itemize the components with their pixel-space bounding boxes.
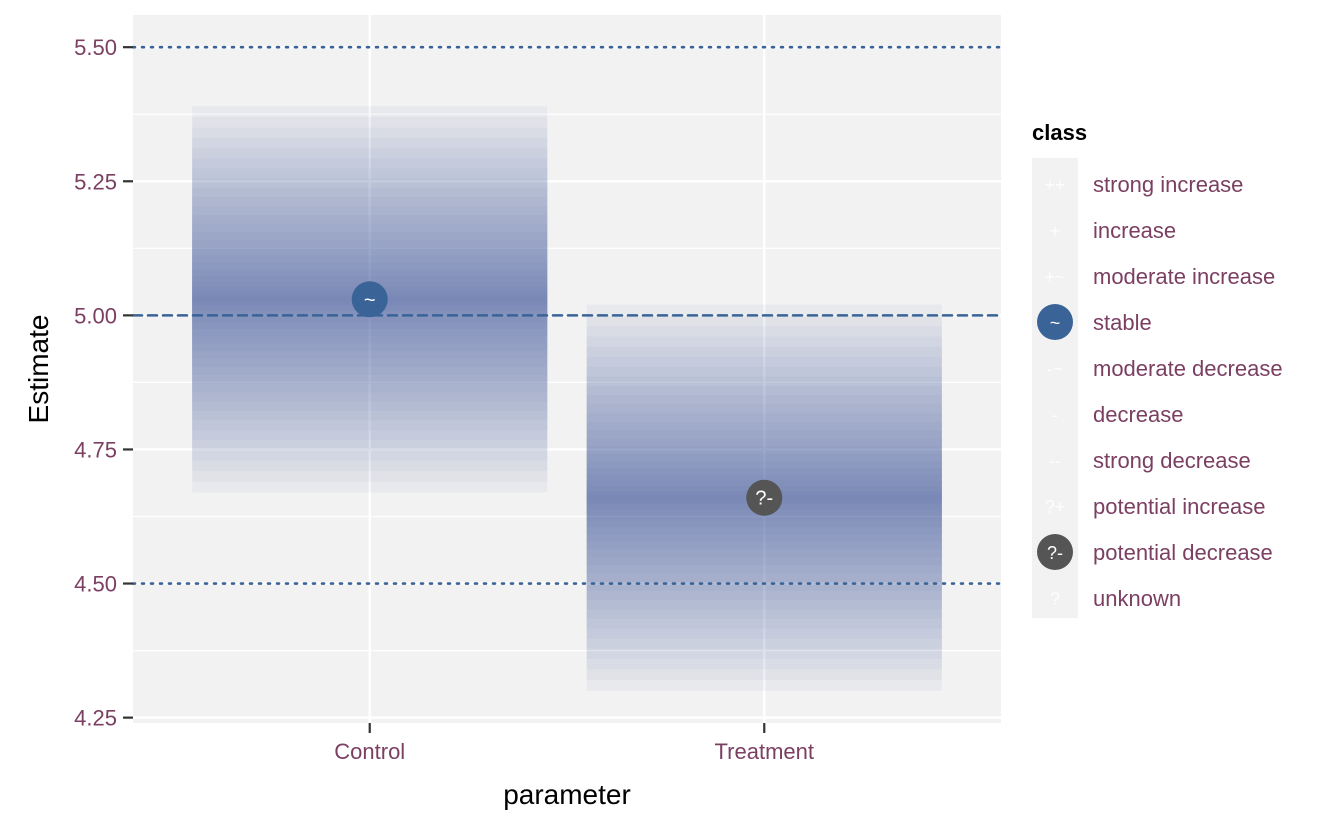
legend-key-point — [1037, 534, 1073, 570]
estimate-point-treatment — [746, 479, 783, 516]
y-axis: 4.25 4.50 4.75 5.00 5.25 5.50 — [74, 35, 133, 731]
x-axis-title: parameter — [503, 779, 631, 810]
legend-key-symbol: - — [1052, 405, 1058, 425]
legend-label: stable — [1093, 310, 1152, 335]
legend-label: strong decrease — [1093, 448, 1251, 473]
y-tick-label: 4.50 — [74, 572, 117, 597]
estimate-points: ~ ?- — [351, 281, 783, 516]
legend-key-symbol: -~ — [1047, 359, 1064, 379]
plot-panel — [133, 15, 1001, 723]
legend: class ++ strong increase + increase +~ modera… — [1032, 120, 1283, 618]
legend-key-symbol: ?- — [1047, 543, 1063, 563]
legend-label: unknown — [1093, 586, 1181, 611]
y-tick-label: 4.25 — [74, 706, 117, 731]
legend-entry: +~ moderate increase — [1044, 264, 1275, 289]
legend-label: strong increase — [1093, 172, 1243, 197]
legend-entry: + increase — [1050, 218, 1176, 243]
legend-key-symbol: ~ — [1050, 313, 1061, 333]
legend-label: moderate decrease — [1093, 356, 1283, 381]
legend-entries: ++ strong increase + increase +~ moderate inc… — [1037, 172, 1283, 611]
estimate-point-label: ~ — [364, 289, 376, 311]
legend-key-symbol: ++ — [1044, 175, 1065, 195]
legend-key-symbol: ? — [1050, 589, 1060, 609]
legend-entry: ?+ potential increase — [1045, 494, 1266, 519]
x-tick-label: Control — [334, 739, 405, 764]
legend-key-point — [1037, 304, 1073, 340]
legend-entry: -- strong decrease — [1049, 448, 1251, 473]
legend-key-symbol: +~ — [1044, 267, 1065, 287]
y-tick-label: 5.00 — [74, 303, 117, 328]
y-tick-label: 5.25 — [74, 169, 117, 194]
estimate-point-control — [351, 281, 388, 318]
legend-key-symbol: + — [1050, 221, 1061, 241]
y-tick-label: 5.50 — [74, 35, 117, 60]
legend-entry: - decrease — [1052, 402, 1184, 427]
legend-key-symbol: ?+ — [1045, 497, 1066, 517]
reference-lines — [131, 45, 1003, 585]
legend-key-symbol: -- — [1049, 451, 1061, 471]
legend-entry: ++ strong increase — [1044, 172, 1243, 197]
legend-entry: -~ moderate decrease — [1047, 356, 1283, 381]
legend-label: potential increase — [1093, 494, 1265, 519]
legend-entry: ?- potential decrease — [1037, 534, 1273, 570]
legend-label: increase — [1093, 218, 1176, 243]
legend-label: moderate increase — [1093, 264, 1275, 289]
y-axis-title: Estimate — [23, 315, 54, 424]
minor-gridlines — [133, 113, 1001, 652]
legend-label: decrease — [1093, 402, 1184, 427]
legend-entry: ~ stable — [1037, 304, 1152, 340]
legend-title: class — [1032, 120, 1087, 145]
legend-label: potential decrease — [1093, 540, 1273, 565]
x-tick-label: Treatment — [715, 739, 814, 764]
y-tick-label: 4.75 — [74, 437, 117, 462]
estimate-point-label: ?- — [755, 488, 773, 510]
x-axis: Control Treatment — [334, 723, 814, 764]
legend-entry: ? unknown — [1050, 586, 1181, 611]
